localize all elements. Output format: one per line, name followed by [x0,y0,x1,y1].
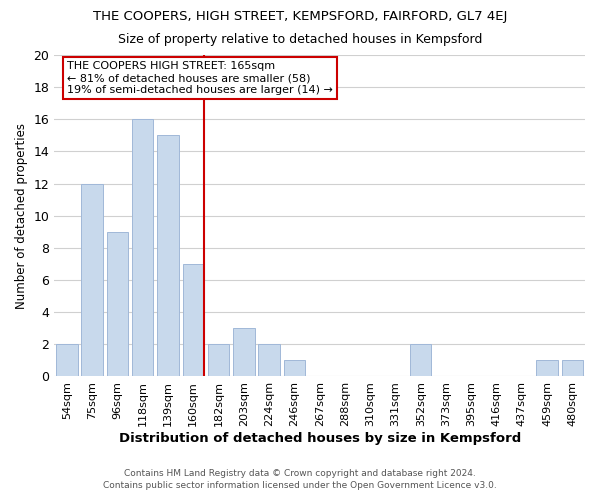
Text: THE COOPERS, HIGH STREET, KEMPSFORD, FAIRFORD, GL7 4EJ: THE COOPERS, HIGH STREET, KEMPSFORD, FAI… [93,10,507,23]
Bar [56,344,77,376]
Bar [132,120,154,376]
Bar [82,184,103,376]
Bar [182,264,204,376]
Text: Contains HM Land Registry data © Crown copyright and database right 2024.
Contai: Contains HM Land Registry data © Crown c… [103,468,497,490]
Bar [536,360,558,376]
Bar [259,344,280,376]
Bar [233,328,254,376]
Bar [208,344,229,376]
Bar [562,360,583,376]
Bar [410,344,431,376]
Bar [157,136,179,376]
Bar [107,232,128,376]
X-axis label: Distribution of detached houses by size in Kempsford: Distribution of detached houses by size … [119,432,521,445]
Bar [284,360,305,376]
Y-axis label: Number of detached properties: Number of detached properties [15,122,28,308]
Text: Size of property relative to detached houses in Kempsford: Size of property relative to detached ho… [118,32,482,46]
Text: THE COOPERS HIGH STREET: 165sqm
← 81% of detached houses are smaller (58)
19% of: THE COOPERS HIGH STREET: 165sqm ← 81% of… [67,62,333,94]
